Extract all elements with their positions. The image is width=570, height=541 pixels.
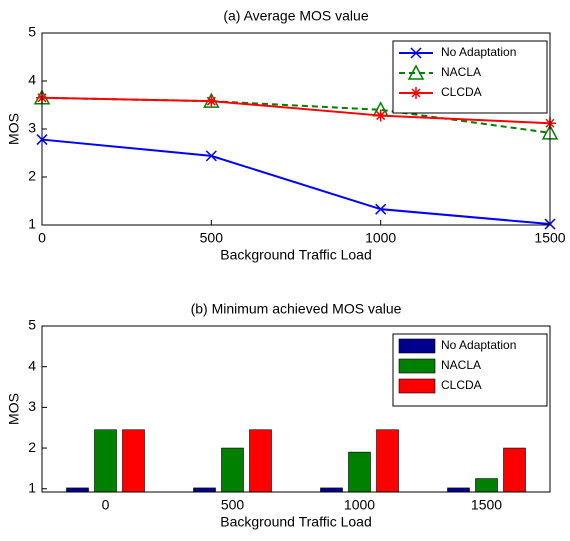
- legend-swatch: [398, 338, 436, 354]
- y-axis-label: MOS: [6, 393, 22, 425]
- marker: [374, 109, 387, 122]
- bar: [66, 487, 89, 493]
- y-tick-label: 3: [28, 398, 36, 414]
- marker: [375, 203, 387, 215]
- bar: [503, 447, 526, 493]
- y-tick-label: 3: [28, 120, 36, 136]
- legend-marker: [410, 87, 422, 99]
- chart-title: (a) Average MOS value: [223, 8, 368, 24]
- chart-title: (b) Minimum achieved MOS value: [191, 301, 402, 317]
- y-tick-label: 2: [28, 168, 36, 184]
- legend-label: CLCDA: [441, 85, 482, 99]
- axes-frame: [41, 325, 551, 493]
- bar: [447, 487, 470, 493]
- marker: [205, 150, 217, 162]
- legend-marker: [407, 64, 425, 80]
- legend-label: No Adaptation: [441, 338, 516, 352]
- x-tick-label: 500: [221, 497, 245, 513]
- x-tick-label: 1500: [534, 230, 565, 246]
- legend-label: CLCDA: [441, 378, 482, 392]
- legend-label: NACLA: [441, 65, 481, 79]
- x-tick-label: 500: [200, 230, 224, 246]
- y-tick-label: 5: [28, 24, 36, 40]
- bar: [193, 487, 216, 493]
- y-axis-label: MOS: [6, 113, 22, 145]
- bar: [376, 429, 399, 493]
- line: [41, 96, 551, 125]
- x-tick-label: 1000: [365, 230, 396, 246]
- bar: [348, 451, 371, 493]
- legend-swatch: [398, 378, 436, 394]
- y-tick-label: 4: [28, 357, 36, 373]
- x-tick-label: 1500: [471, 497, 502, 513]
- x-axis-label: Background Traffic Load: [220, 514, 372, 530]
- legend-label: No Adaptation: [441, 45, 516, 59]
- y-tick-label: 4: [28, 72, 36, 88]
- x-axis-label: Background Traffic Load: [220, 247, 372, 263]
- bar: [221, 447, 244, 493]
- legend-marker: [410, 47, 422, 59]
- legend-label: NACLA: [441, 358, 481, 372]
- bar: [122, 429, 145, 493]
- y-tick-label: 1: [28, 479, 36, 495]
- x-tick-label: 0: [38, 230, 46, 246]
- x-tick-label: 1000: [344, 497, 375, 513]
- legend-swatch: [398, 358, 436, 374]
- bar: [320, 487, 343, 493]
- bar: [249, 429, 272, 493]
- line: [41, 138, 551, 226]
- y-tick-label: 5: [28, 317, 36, 333]
- bar: [94, 429, 117, 493]
- axes-frame: [41, 32, 551, 226]
- marker: [205, 95, 218, 108]
- y-tick-label: 1: [28, 216, 36, 232]
- bar: [475, 478, 498, 493]
- x-tick-label: 0: [102, 497, 110, 513]
- y-tick-label: 2: [28, 439, 36, 455]
